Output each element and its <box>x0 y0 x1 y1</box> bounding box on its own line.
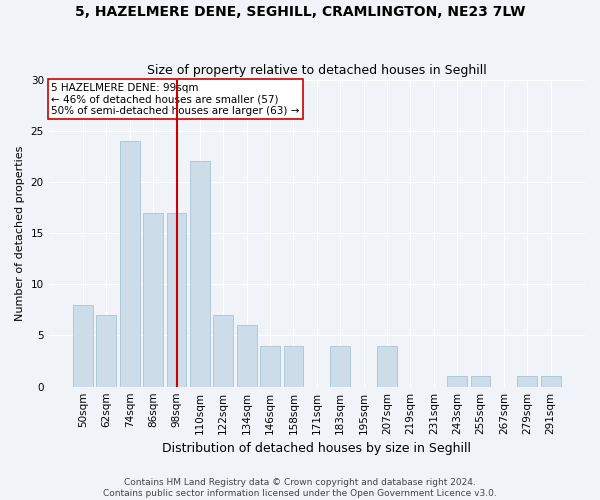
X-axis label: Distribution of detached houses by size in Seghill: Distribution of detached houses by size … <box>163 442 472 455</box>
Bar <box>190 162 210 386</box>
Bar <box>377 346 397 387</box>
Bar <box>541 376 560 386</box>
Bar <box>517 376 537 386</box>
Bar <box>330 346 350 387</box>
Bar <box>120 141 140 386</box>
Bar <box>143 212 163 386</box>
Text: 5 HAZELMERE DENE: 99sqm
← 46% of detached houses are smaller (57)
50% of semi-de: 5 HAZELMERE DENE: 99sqm ← 46% of detache… <box>52 82 300 116</box>
Bar <box>167 212 187 386</box>
Y-axis label: Number of detached properties: Number of detached properties <box>15 146 25 321</box>
Text: 5, HAZELMERE DENE, SEGHILL, CRAMLINGTON, NE23 7LW: 5, HAZELMERE DENE, SEGHILL, CRAMLINGTON,… <box>75 5 525 19</box>
Bar <box>237 326 257 386</box>
Bar <box>260 346 280 387</box>
Bar <box>73 305 93 386</box>
Bar <box>214 315 233 386</box>
Title: Size of property relative to detached houses in Seghill: Size of property relative to detached ho… <box>147 64 487 77</box>
Bar <box>447 376 467 386</box>
Bar <box>470 376 490 386</box>
Bar <box>97 315 116 386</box>
Text: Contains HM Land Registry data © Crown copyright and database right 2024.
Contai: Contains HM Land Registry data © Crown c… <box>103 478 497 498</box>
Bar <box>284 346 304 387</box>
